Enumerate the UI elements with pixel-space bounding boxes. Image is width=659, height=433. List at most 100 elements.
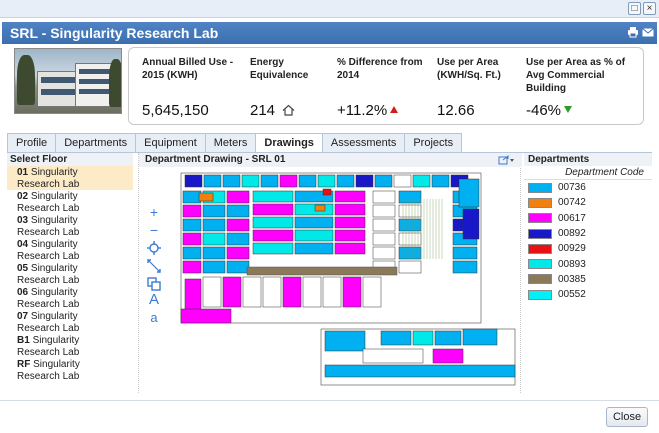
floor-plan-room[interactable]: [393, 174, 412, 188]
floor-plan-room[interactable]: [202, 232, 226, 246]
floor-plan-room[interactable]: [314, 204, 326, 212]
department-row[interactable]: 00893: [524, 256, 652, 271]
floor-plan-room[interactable]: [222, 276, 242, 308]
floor-plan-room[interactable]: [398, 260, 422, 274]
floor-plan-room[interactable]: [324, 330, 366, 352]
floor-plan-room[interactable]: [202, 276, 222, 308]
floor-plan-room[interactable]: [302, 276, 322, 308]
floor-plan-room[interactable]: [202, 218, 226, 232]
tab-drawings[interactable]: Drawings: [255, 133, 322, 153]
floor-plan-room[interactable]: [252, 216, 294, 229]
floor-plan-room[interactable]: [294, 203, 334, 216]
floor-plan-room[interactable]: [380, 330, 412, 346]
floor-plan-room[interactable]: [412, 330, 434, 346]
floor-plan-room[interactable]: [342, 276, 362, 308]
export-dropdown-icon[interactable]: [498, 155, 514, 165]
floor-plan-room[interactable]: [182, 190, 202, 204]
floor-plan-room[interactable]: [184, 174, 203, 188]
close-window-icon[interactable]: ×: [643, 2, 656, 15]
floor-plan-room[interactable]: [334, 216, 366, 229]
floor-plan-room[interactable]: [222, 174, 241, 188]
floor-plan-room[interactable]: [372, 190, 396, 204]
floor-plan-room[interactable]: [252, 203, 294, 216]
floor-plan-room[interactable]: [452, 260, 478, 274]
department-row[interactable]: 00617: [524, 211, 652, 226]
floor-plan-room[interactable]: [226, 204, 250, 218]
floor-item[interactable]: 01 Singularity Research Lab: [7, 166, 133, 190]
floor-plan-room[interactable]: [294, 229, 334, 242]
floor-plan-room[interactable]: [294, 216, 334, 229]
department-row[interactable]: 00929: [524, 241, 652, 256]
floor-plan-room[interactable]: [298, 174, 317, 188]
tab-projects[interactable]: Projects: [404, 133, 463, 153]
department-row[interactable]: 00385: [524, 272, 652, 287]
floor-item[interactable]: 02 Singularity Research Lab: [7, 190, 133, 214]
floor-plan-room[interactable]: [334, 229, 366, 242]
floor-plan-room[interactable]: [182, 246, 202, 260]
floor-plan-room[interactable]: [182, 232, 202, 246]
floor-plan-room[interactable]: [362, 348, 424, 364]
floor-item[interactable]: 03 Singularity Research Lab: [7, 214, 133, 238]
floor-plan-room[interactable]: [182, 218, 202, 232]
floor-plan-room[interactable]: [431, 174, 450, 188]
floor-plan-room[interactable]: [294, 190, 334, 203]
floor-plan-room[interactable]: [334, 242, 366, 255]
floor-plan-room[interactable]: [398, 218, 422, 232]
floor-plan-room[interactable]: [317, 174, 336, 188]
floor-plan-room[interactable]: [372, 204, 396, 218]
select-region-icon[interactable]: [147, 277, 161, 291]
floor-item[interactable]: B1 Singularity Research Lab: [7, 334, 133, 358]
tab-departments[interactable]: Departments: [55, 133, 136, 153]
text-large-icon[interactable]: A: [148, 291, 159, 308]
floor-plan-room[interactable]: [334, 203, 366, 216]
floor-plan-room[interactable]: [246, 266, 398, 276]
floor-plan-room[interactable]: [372, 232, 396, 246]
floor-plan-room[interactable]: [372, 246, 396, 260]
floor-plan-room[interactable]: [462, 208, 480, 240]
floor-plan-room[interactable]: [322, 188, 332, 196]
floor-plan-room[interactable]: [372, 218, 396, 232]
floor-plan-room[interactable]: [452, 246, 478, 260]
close-button[interactable]: Close: [606, 407, 648, 427]
floor-plan-room[interactable]: [279, 174, 298, 188]
tab-assessments[interactable]: Assessments: [321, 133, 405, 153]
floor-plan-room[interactable]: [182, 260, 202, 274]
floor-plan-room[interactable]: [252, 190, 294, 203]
floor-plan-room[interactable]: [334, 190, 366, 203]
floor-plan-room[interactable]: [198, 192, 214, 202]
floor-plan-room[interactable]: [322, 276, 342, 308]
floor-plan-room[interactable]: [180, 308, 232, 324]
floor-plan-room[interactable]: [294, 242, 334, 255]
floor-plan-room[interactable]: [336, 174, 355, 188]
locate-icon[interactable]: [147, 241, 161, 255]
zoom-in-icon[interactable]: +: [149, 204, 159, 220]
floor-item[interactable]: 05 Singularity Research Lab: [7, 262, 133, 286]
floor-plan-room[interactable]: [226, 260, 250, 274]
floor-item[interactable]: 04 Singularity Research Lab: [7, 238, 133, 262]
floor-plan-room[interactable]: [398, 204, 422, 218]
floor-plan-room[interactable]: [324, 364, 516, 378]
tab-equipment[interactable]: Equipment: [135, 133, 205, 153]
email-icon[interactable]: [642, 26, 654, 38]
department-row[interactable]: 00552: [524, 287, 652, 302]
floor-plan-room[interactable]: [434, 330, 462, 346]
department-row[interactable]: 00892: [524, 226, 652, 241]
text-small-icon[interactable]: a: [150, 310, 158, 325]
floor-plan-room[interactable]: [398, 232, 422, 246]
floor-plan-room[interactable]: [226, 218, 250, 232]
floor-plan-room[interactable]: [202, 260, 226, 274]
floor-plan-room[interactable]: [252, 242, 294, 255]
floor-plan-drawing[interactable]: [163, 169, 519, 391]
restore-window-icon[interactable]: □: [628, 2, 641, 15]
department-row[interactable]: 00736: [524, 180, 652, 195]
floor-plan-room[interactable]: [355, 174, 374, 188]
floor-plan-room[interactable]: [262, 276, 282, 308]
floor-plan-room[interactable]: [432, 348, 464, 364]
floor-plan-room[interactable]: [398, 190, 422, 204]
floor-plan-room[interactable]: [252, 229, 294, 242]
floor-plan-room[interactable]: [458, 178, 480, 208]
tab-meters[interactable]: Meters: [204, 133, 256, 153]
floor-plan-room[interactable]: [241, 174, 260, 188]
floor-plan-room[interactable]: [226, 232, 250, 246]
floor-plan-room[interactable]: [182, 204, 202, 218]
